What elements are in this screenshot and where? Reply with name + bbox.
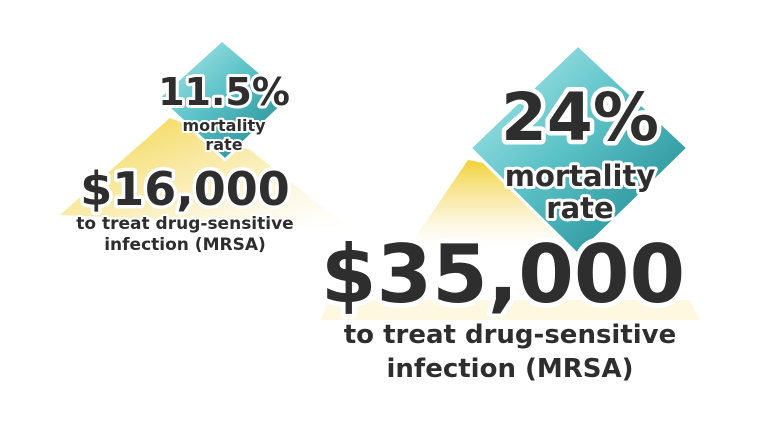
right-diamond xyxy=(467,42,691,258)
left-glow-beam xyxy=(60,118,350,228)
left-mortality-label-line1: mortality xyxy=(182,116,266,135)
right-mortality-label-line2: rate xyxy=(546,191,613,225)
left-diamond xyxy=(155,38,293,163)
right-cost-label-line2: infection (MRSA) xyxy=(386,354,633,384)
right-glow-beam xyxy=(410,160,580,250)
left-mortality-label-line2: rate xyxy=(205,135,242,154)
left-cost-label-line1: to treat drug-sensitive xyxy=(76,214,293,234)
right-cost-value: $35,000 xyxy=(321,228,685,321)
right-cost-label-line1: to treat drug-sensitive xyxy=(344,320,677,350)
right-mortality-label-line1: mortality xyxy=(505,159,656,193)
left-mortality-value: 11.5% xyxy=(158,70,290,114)
left-cost-label-line2: infection (MRSA) xyxy=(104,235,266,255)
left-cost-value: $16,000 xyxy=(80,162,290,216)
right-panel: 24% mortality rate $35,000 to treat drug… xyxy=(316,42,700,387)
right-mortality-value: 24% xyxy=(501,79,659,156)
right-glow-halo xyxy=(320,300,700,320)
left-panel: 11.5% mortality rate $16,000 to treat dr… xyxy=(60,38,350,257)
